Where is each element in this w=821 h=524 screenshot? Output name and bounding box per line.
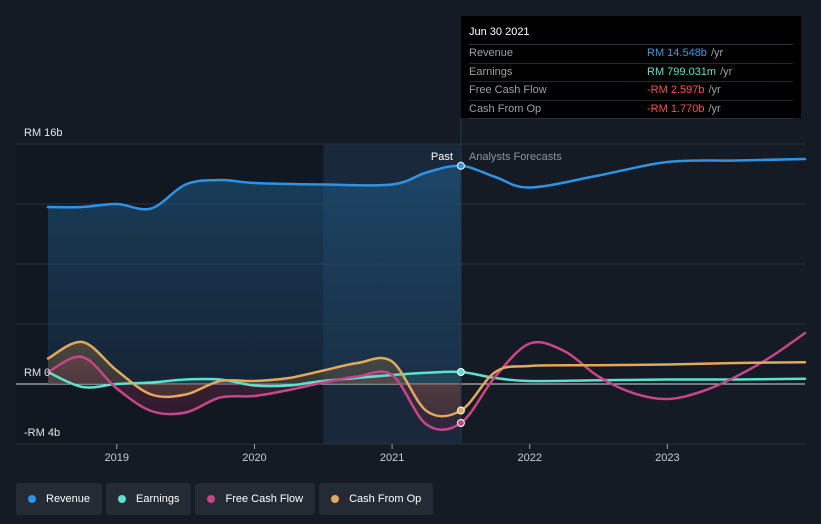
marker-earnings <box>456 368 465 376</box>
legend-dot-icon <box>28 495 36 503</box>
past-label: Past <box>431 151 453 163</box>
x-tick-label: 2020 <box>242 452 266 464</box>
legend-label: Revenue <box>46 493 91 505</box>
tooltip-row-name: Revenue <box>469 47 514 59</box>
legend: Revenue Earnings Free Cash Flow Cash Fro… <box>16 483 434 515</box>
x-tick-label: 2021 <box>380 452 404 464</box>
legend-dot-icon <box>118 495 127 503</box>
x-axis-ticks: 2019 2020 2021 2022 2023 <box>105 444 680 464</box>
tooltip-date: Jun 30 2021 <box>469 24 793 45</box>
x-tick-label: 2023 <box>655 452 679 464</box>
x-tick-label: 2022 <box>517 452 541 464</box>
tooltip-row-value: -RM 2.597b <box>647 84 705 96</box>
tooltip-markers <box>456 161 465 427</box>
y-axis-labels: RM 16b RM 0 -RM 4b <box>24 127 63 439</box>
marker-revenue <box>456 161 465 170</box>
tooltip-row-name: Earnings <box>469 65 513 78</box>
tooltip-row-value: RM 14.548b <box>647 47 707 59</box>
tooltip-row-free-cash-flow: Free Cash Flow -RM 2.597b /yr <box>469 82 793 101</box>
tooltip-row-cash-from-op: Cash From Op -RM 1.770b /yr <box>469 101 793 119</box>
area-revenue <box>48 165 461 384</box>
legend-item-free-cash-flow[interactable]: Free Cash Flow <box>195 483 316 515</box>
tooltip-row-name: Free Cash Flow <box>469 84 547 96</box>
legend-label: Cash From Op <box>349 493 422 505</box>
series-lines <box>46 157 807 431</box>
tooltip-row-unit: /yr <box>720 65 733 78</box>
line-free-cash-flow <box>46 331 807 431</box>
tooltip-row-earnings: Earnings RM 799.031m /yr <box>469 64 793 82</box>
forecast-label: Analysts Forecasts <box>469 151 562 163</box>
legend-label: Free Cash Flow <box>225 493 304 505</box>
tooltip-row-unit: /yr <box>708 102 721 115</box>
legend-dot-icon <box>207 495 216 503</box>
line-cash-from-op <box>46 340 807 418</box>
y-tick-label: -RM 4b <box>24 427 60 439</box>
tooltip-row-name: Cash From Op <box>469 102 542 115</box>
y-tick-label: RM 16b <box>24 127 63 139</box>
area-cash-from-op <box>48 341 461 417</box>
tooltip-row-value: RM 799.031m <box>647 65 717 78</box>
legend-item-cash-from-op[interactable]: Cash From Op <box>319 483 434 515</box>
tooltip-row-revenue: Revenue RM 14.548b /yr <box>469 45 793 64</box>
legend-label: Earnings <box>136 493 180 505</box>
x-tick-label: 2019 <box>105 452 129 464</box>
tooltip-row-value: -RM 1.770b <box>647 102 705 115</box>
tooltip-row-unit: /yr <box>708 84 721 96</box>
marker-cash-from-op <box>456 406 465 415</box>
legend-item-earnings[interactable]: Earnings <box>106 483 192 515</box>
tooltip-row-unit: /yr <box>710 47 724 59</box>
tooltip: Jun 30 2021 Revenue RM 14.548b /yr Earni… <box>461 16 801 119</box>
legend-dot-icon <box>331 495 340 503</box>
line-revenue <box>46 157 807 211</box>
legend-item-revenue[interactable]: Revenue <box>16 483 103 515</box>
marker-free-cash-flow <box>456 419 465 427</box>
area-free-cash-flow <box>48 356 461 430</box>
line-earnings <box>46 370 807 389</box>
y-tick-label: RM 0 <box>24 367 50 379</box>
